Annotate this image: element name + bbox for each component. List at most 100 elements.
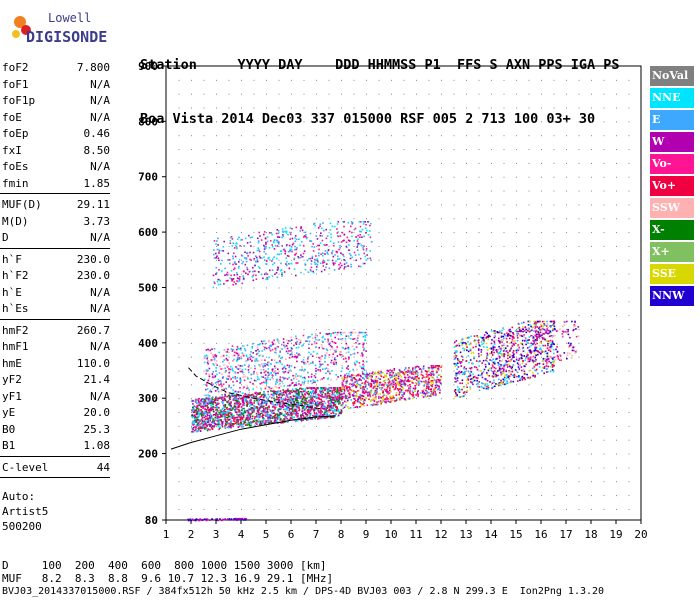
- echo-point: [226, 365, 228, 367]
- echo-point: [230, 378, 232, 380]
- echo-point: [334, 390, 336, 393]
- grid-dot: [628, 190, 630, 192]
- grid-dot: [528, 508, 530, 510]
- echo-point: [251, 415, 254, 418]
- grid-dot: [328, 453, 330, 455]
- echo-point: [284, 345, 286, 348]
- echo-point: [252, 352, 254, 354]
- echo-point: [215, 399, 218, 401]
- grid-dot: [166, 232, 167, 234]
- echo-point: [199, 412, 202, 415]
- grid-dot: [166, 508, 167, 510]
- grid-dot: [453, 384, 455, 386]
- echo-point: [385, 394, 387, 397]
- grid-dot: [478, 259, 480, 261]
- echo-point: [217, 403, 219, 405]
- grid-dot: [428, 398, 430, 400]
- echo-point: [368, 382, 370, 385]
- echo-point: [194, 406, 197, 408]
- echo-point: [194, 418, 197, 420]
- echo-point: [302, 390, 305, 393]
- echo-point: [331, 362, 333, 364]
- echo-point: [324, 411, 326, 413]
- grid-dot: [353, 107, 355, 109]
- grid-dot: [316, 301, 317, 303]
- echo-point: [304, 411, 306, 414]
- echo-point: [286, 418, 288, 420]
- echo-point: [277, 397, 280, 399]
- grid-dot: [278, 453, 280, 455]
- echo-point: [283, 377, 285, 379]
- echo-point: [345, 387, 348, 390]
- grid-dot: [441, 245, 442, 247]
- grid-dot: [241, 467, 242, 469]
- echo-point: [253, 379, 256, 382]
- echo-point: [319, 369, 321, 371]
- echo-point: [272, 405, 274, 408]
- echo-point: [366, 404, 369, 406]
- param-label: MUF(D): [2, 198, 42, 211]
- grid-dot: [366, 481, 367, 483]
- grid-dot: [178, 467, 180, 469]
- echo-point: [209, 398, 212, 401]
- grid-dot: [203, 245, 205, 247]
- echo-point: [345, 401, 348, 403]
- echo-point: [281, 394, 283, 397]
- echo-point: [244, 349, 247, 352]
- echo-point: [360, 375, 362, 378]
- echo-point: [280, 347, 283, 350]
- grid-dot: [491, 370, 492, 372]
- grid-dot: [166, 287, 167, 289]
- echo-point: [238, 425, 240, 428]
- echo-point: [238, 357, 241, 359]
- grid-dot: [291, 79, 292, 81]
- echo-point: [319, 332, 321, 334]
- echo-point: [230, 422, 233, 424]
- echo-point: [221, 385, 223, 387]
- grid-dot: [203, 481, 205, 483]
- grid-dot: [503, 79, 505, 81]
- echo-point: [207, 394, 209, 396]
- echo-point: [276, 420, 278, 423]
- echo-point: [311, 408, 313, 410]
- grid-dot: [378, 453, 380, 455]
- echo-point: [295, 409, 298, 411]
- grid-dot: [466, 439, 467, 441]
- grid-dot: [591, 356, 592, 358]
- echo-point: [332, 352, 335, 354]
- grid-dot: [316, 245, 317, 247]
- grid-dot: [378, 467, 380, 469]
- grid-dot: [391, 412, 392, 414]
- echo-point: [271, 410, 274, 412]
- grid-dot: [466, 79, 467, 81]
- grid-dot: [641, 384, 642, 386]
- echo-point: [341, 346, 343, 349]
- grid-dot: [266, 370, 267, 372]
- grid-dot: [266, 162, 267, 164]
- echo-point: [363, 342, 365, 345]
- grid-dot: [491, 273, 492, 275]
- echo-point: [280, 407, 282, 410]
- grid-dot: [491, 232, 492, 234]
- echo-point: [207, 363, 210, 365]
- grid-dot: [566, 315, 567, 317]
- echo-point: [261, 401, 264, 404]
- echo-point: [201, 410, 204, 413]
- grid-dot: [516, 370, 517, 372]
- grid-dot: [328, 495, 330, 497]
- echo-point: [266, 363, 268, 366]
- echo-point: [236, 377, 239, 379]
- echo-point: [384, 382, 386, 384]
- grid-dot: [528, 149, 530, 151]
- echo-point: [375, 372, 377, 375]
- grid-dot: [453, 370, 455, 372]
- echo-point: [260, 422, 262, 424]
- echo-point: [242, 416, 245, 419]
- echo-point: [191, 423, 194, 426]
- echo-point: [249, 353, 251, 356]
- echo-point: [291, 351, 293, 354]
- param-row-md: M(D) 3.73: [2, 214, 110, 230]
- grid-dot: [553, 93, 555, 95]
- grid-dot: [416, 93, 417, 95]
- grid-dot: [266, 190, 267, 192]
